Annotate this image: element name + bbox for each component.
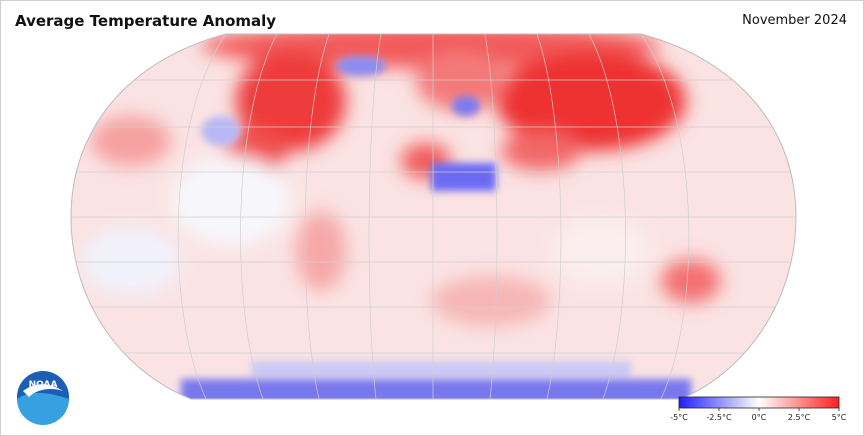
colorbar-bar <box>678 396 840 409</box>
colorbar: -5°C -2.5°C 0°C 2.5°C 5°C <box>670 396 847 422</box>
map-date: November 2024 <box>742 13 847 28</box>
colorbar-tick-label: 0°C <box>752 413 767 422</box>
colorbar-tick-label: -5°C <box>670 413 688 422</box>
colorbar-tick-label: -2.5°C <box>706 413 732 422</box>
noaa-logo: NOAA <box>17 371 69 425</box>
colorbar-tick-label: 5°C <box>832 413 847 422</box>
map-title: Average Temperature Anomaly <box>15 12 277 30</box>
logo-text: NOAA <box>29 380 58 390</box>
map-area <box>71 34 796 399</box>
colorbar-tick-label: 2.5°C <box>788 413 811 422</box>
